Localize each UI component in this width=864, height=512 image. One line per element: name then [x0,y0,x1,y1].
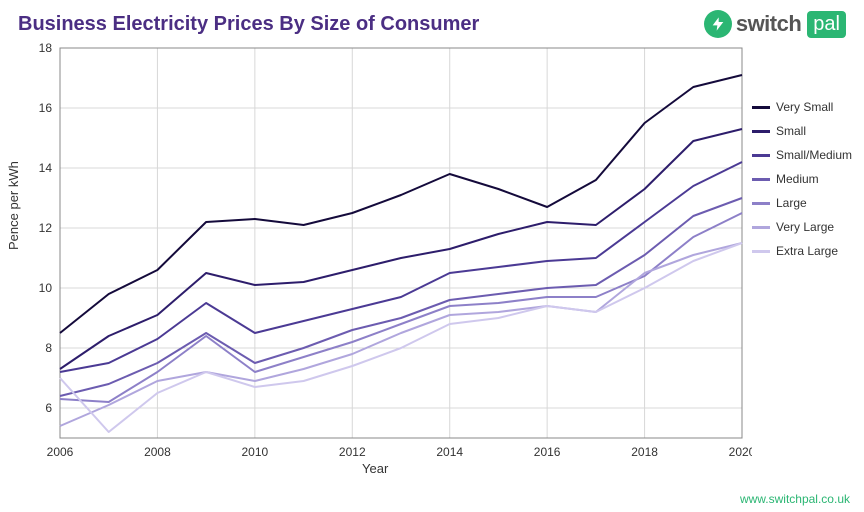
legend-item: Very Small [752,100,852,114]
legend-swatch [752,106,770,109]
legend-label: Very Large [776,220,834,234]
brand-logo: switch pal [704,10,846,38]
logo-suffix: pal [807,11,846,38]
chart-legend: Very Small Small Small/Medium Medium Large Ve… [752,100,852,268]
legend-label: Small/Medium [776,148,852,162]
legend-swatch [752,226,770,229]
legend-swatch [752,250,770,253]
legend-label: Extra Large [776,244,838,258]
svg-text:2020: 2020 [729,445,752,459]
svg-text:2010: 2010 [242,445,269,459]
svg-text:2016: 2016 [534,445,561,459]
svg-text:6: 6 [45,401,52,415]
svg-text:14: 14 [39,161,53,175]
bolt-icon [704,10,732,38]
svg-text:18: 18 [39,41,53,55]
legend-item: Small/Medium [752,148,852,162]
footer-url: www.switchpal.co.uk [740,492,850,506]
legend-swatch [752,202,770,205]
legend-label: Very Small [776,100,833,114]
legend-swatch [752,178,770,181]
svg-text:8: 8 [45,341,52,355]
svg-text:2006: 2006 [47,445,74,459]
svg-text:2018: 2018 [631,445,658,459]
legend-item: Large [752,196,852,210]
svg-text:2012: 2012 [339,445,366,459]
svg-text:2014: 2014 [436,445,463,459]
legend-label: Medium [776,172,819,186]
legend-swatch [752,130,770,133]
legend-item: Medium [752,172,852,186]
legend-item: Small [752,124,852,138]
legend-label: Large [776,196,807,210]
svg-text:10: 10 [39,281,53,295]
svg-text:16: 16 [39,101,53,115]
legend-item: Very Large [752,220,852,234]
legend-item: Extra Large [752,244,852,258]
page-title: Business Electricity Prices By Size of C… [18,13,479,36]
chart-svg: 6 8 10 12 14 16 18 2006 2008 2010 2012 2014 2016 2018… [12,40,752,480]
svg-text:12: 12 [39,221,53,235]
y-axis-label: Pence per kWh [6,161,21,250]
legend-label: Small [776,124,806,138]
logo-wordmark: switch [736,11,801,37]
svg-text:2008: 2008 [144,445,171,459]
legend-swatch [752,154,770,157]
electricity-price-chart: Pence per kWh Year 681012141618200620082… [12,40,752,480]
x-axis-label: Year [362,461,388,476]
